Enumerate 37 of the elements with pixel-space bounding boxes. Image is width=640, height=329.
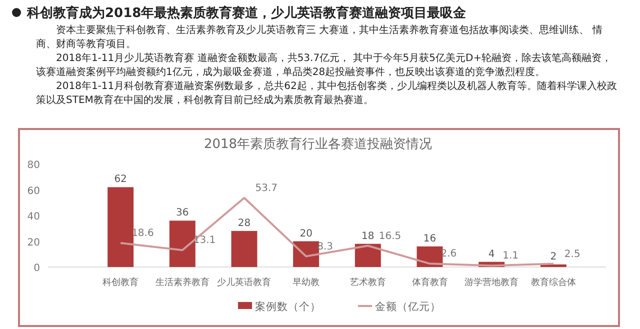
x-tick-label: 教育综合体	[530, 277, 576, 288]
x-tick-label: 生活素养教育	[155, 277, 210, 288]
data-label: 20	[300, 228, 312, 240]
x-tick-label: 少儿英语教育	[217, 277, 272, 288]
data-label: 2.5	[564, 248, 580, 260]
line-series	[120, 196, 554, 267]
data-label: 62	[114, 174, 127, 186]
data-label: 53.7	[255, 182, 278, 194]
x-tick-label: 早幼教	[292, 277, 320, 288]
x-tick-label: 科创教育	[102, 277, 139, 288]
data-label: 36	[176, 208, 189, 219]
text: 2018年1-11月少儿英语教育赛 道融资金额数最高，共53.7亿元， 其中于今年5月获5亿美元D+轮融资，除去该笔高额融资，该赛道融资案例平均融资额约1亿元，成为最吸金赛道，单品类28起投融资事件，也反映出该赛道的竞争激烈程度。	[35, 52, 613, 80]
data-label: 16	[423, 233, 436, 244]
y-tick-label: 80	[27, 160, 40, 171]
data-label: 16.5	[378, 230, 402, 242]
y-tick-label: 60	[27, 186, 40, 197]
y-tick-label: 20	[27, 237, 40, 248]
text: 资本主要聚焦于科创教育、生活素养教育及少儿英语教育三 大赛道，其中生活素养教育赛道包括故事阅读类、思维训练、 情商、财商等教育项目。	[35, 24, 604, 52]
x-tick-label: 体育教育	[412, 277, 448, 288]
chart-title: 2018年素质教育行业各赛道投融资情况	[204, 136, 432, 152]
data-label: 1.1	[502, 250, 519, 262]
legend-label: 案例数（个）	[255, 300, 321, 313]
x-tick-label: 艺术教育	[350, 277, 386, 288]
legend-label: 金额（亿元）	[375, 300, 441, 313]
y-tick-label: 0	[34, 263, 40, 274]
text: 科创教育成为2018年最热素质教育赛道，少儿英语教育赛道融资项目最吸金	[27, 4, 468, 22]
x-tick-label: 游学营地教育	[464, 277, 519, 288]
bar	[108, 187, 134, 267]
bar	[169, 220, 196, 267]
data-label: 4	[488, 248, 495, 260]
y-tick-label: 40	[27, 212, 40, 222]
bar	[231, 230, 258, 267]
data-label: 28	[238, 218, 251, 229]
text: 2018年1-11月科创教育赛道融资案例数最多，总共62起，其中包括创客类，少儿编程类以及机器人教育等。随着科学课入校政策以及STEM教育在中国的发展，科创教育目前已经成为素质教育最热赛道。	[35, 80, 618, 108]
data-label: 18	[362, 230, 374, 242]
bar	[354, 244, 381, 267]
data-label: 2	[550, 251, 557, 262]
